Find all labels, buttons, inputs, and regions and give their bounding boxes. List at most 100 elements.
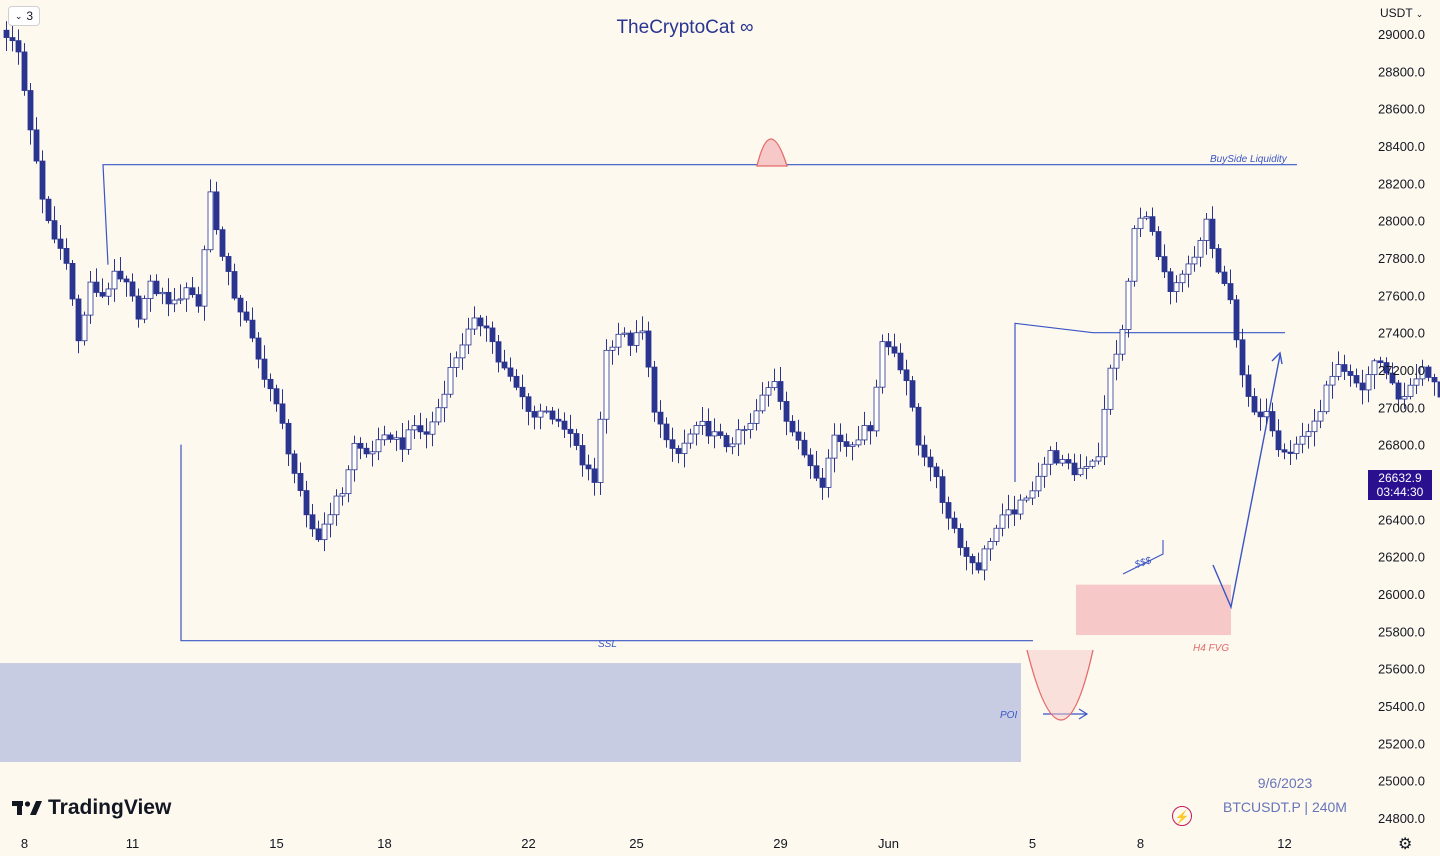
candle: [1425, 365, 1432, 382]
y-tick-label: 26400.0: [1378, 512, 1425, 527]
candle-up: [1101, 408, 1108, 458]
chart-watermark-title: TheCryptoCat ∞: [616, 17, 754, 38]
drawings-layer[interactable]: [102, 164, 1297, 720]
x-tick-label: 8: [1137, 836, 1144, 851]
candle: [1437, 381, 1440, 398]
y-tick-label: 28000.0: [1378, 214, 1425, 229]
buyside-liquidity-line: [102, 164, 1297, 265]
candle: [579, 434, 586, 477]
candle: [1023, 495, 1030, 503]
currency-label: USDT: [1380, 6, 1413, 20]
candle: [279, 389, 286, 430]
candle-up: [321, 523, 328, 541]
candle-up: [729, 443, 736, 448]
candle-up: [1095, 456, 1102, 462]
candle-up: [87, 281, 94, 316]
candle-up: [597, 418, 604, 483]
time-axis[interactable]: 8 11 15 18 22 25 29 Jun 5 8 12: [21, 836, 1292, 851]
candle: [903, 359, 910, 396]
candle-down: [585, 464, 592, 470]
candle: [873, 379, 880, 437]
candle: [405, 420, 412, 455]
candle-up: [1119, 329, 1126, 355]
candle: [105, 282, 112, 306]
candle: [147, 274, 154, 312]
candle-down: [795, 431, 802, 441]
candle: [1227, 269, 1234, 305]
candle-up: [855, 439, 862, 446]
candle-down: [267, 378, 274, 390]
candle: [249, 307, 256, 343]
candle: [423, 418, 430, 449]
candle: [1365, 366, 1372, 403]
candle: [159, 287, 166, 305]
candle-up: [147, 280, 154, 299]
candle-down: [237, 297, 244, 313]
symbol-timeframe: BTCUSDT.P | 240M: [1223, 799, 1347, 815]
candle: [963, 540, 970, 571]
candle-up: [429, 421, 436, 435]
candle: [843, 433, 850, 457]
collapse-indicators-button[interactable]: ⌄ 3: [8, 6, 40, 26]
candle-up: [1203, 218, 1210, 241]
candle: [141, 295, 148, 324]
candle-down: [789, 420, 796, 433]
candle-down: [297, 473, 304, 491]
candle-down: [927, 456, 934, 468]
candle: [1143, 211, 1150, 221]
candle-up: [201, 249, 208, 307]
candle: [1131, 225, 1138, 287]
candle-down: [495, 341, 502, 363]
candle: [1197, 237, 1204, 267]
candle-down: [99, 292, 106, 297]
candle-up: [543, 410, 550, 413]
candle: [975, 552, 982, 574]
candle: [633, 320, 640, 353]
candle-up: [1173, 282, 1180, 292]
candle-down: [1281, 449, 1288, 453]
candle: [351, 435, 358, 482]
candle-down: [813, 465, 820, 479]
candle: [255, 332, 262, 369]
candle-up: [603, 349, 610, 420]
candle: [111, 258, 118, 302]
candle: [267, 373, 274, 402]
candle-up: [1023, 497, 1030, 501]
tradingview-logo[interactable]: TradingView: [12, 796, 171, 820]
candle: [765, 381, 772, 407]
candle: [429, 411, 436, 447]
candle-down: [1233, 299, 1240, 341]
candle: [33, 117, 40, 164]
candle: [225, 252, 232, 286]
candle: [723, 432, 730, 453]
equal-lows-line: [1122, 540, 1164, 575]
candle-down: [1245, 374, 1252, 397]
candle-up: [159, 291, 166, 295]
overlay-layer: BuySide Liquidity SSL H4 FVG POI $$$: [598, 138, 1288, 721]
y-tick-label: 28800.0: [1378, 64, 1425, 79]
candle-up: [141, 298, 148, 320]
candle: [981, 545, 988, 581]
candle-down: [627, 332, 634, 346]
candle: [1377, 356, 1384, 367]
gear-icon[interactable]: ⚙: [1398, 836, 1413, 853]
candle-up: [1263, 411, 1270, 418]
candle-down: [255, 337, 262, 360]
candle-up: [471, 317, 478, 330]
candle-down: [27, 90, 34, 131]
candle: [1029, 481, 1036, 506]
candle-down: [1251, 396, 1258, 413]
candle: [1173, 275, 1180, 303]
candle: [1275, 419, 1282, 457]
candle-down: [579, 445, 586, 466]
candle: [411, 415, 418, 439]
candle: [171, 288, 178, 313]
candle-down: [837, 434, 844, 443]
candle: [597, 411, 604, 496]
candle-up: [459, 344, 466, 359]
candle-up: [861, 425, 868, 441]
candle-up: [1401, 396, 1408, 400]
currency-selector[interactable]: USDT ⌄: [1380, 6, 1423, 20]
lightning-icon[interactable]: ⚡: [1172, 806, 1192, 826]
